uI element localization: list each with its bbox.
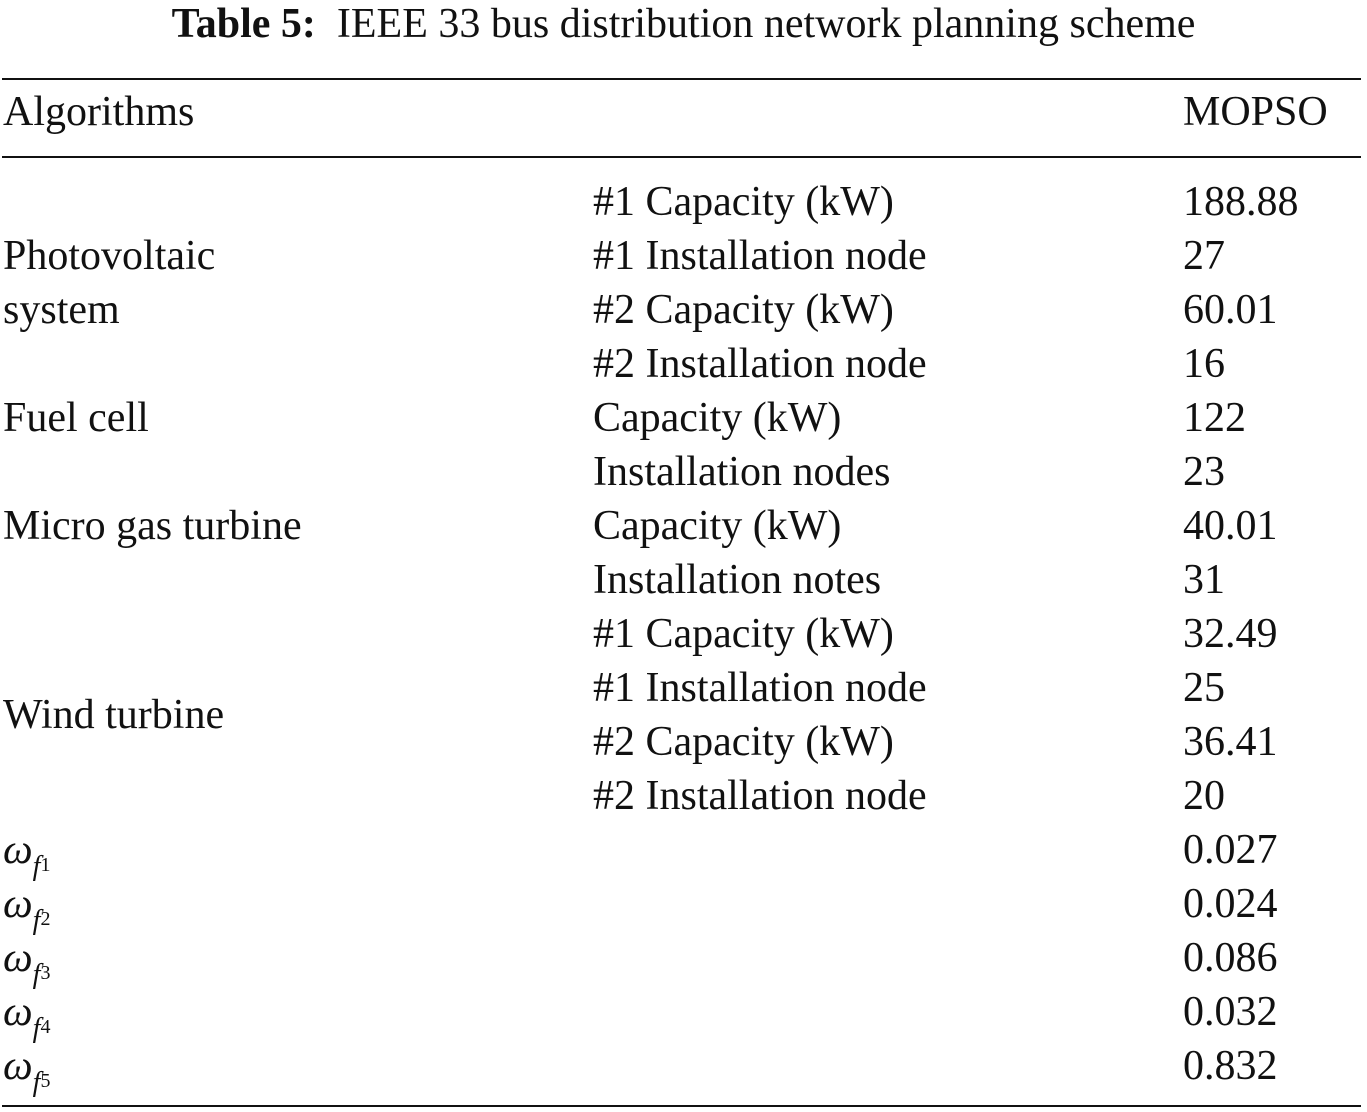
- table-row-item: #1 Capacity (kW): [593, 179, 894, 225]
- table-row-item: #1 Capacity (kW): [593, 611, 894, 657]
- table-row-value: 60.01: [1183, 287, 1278, 333]
- table-row-item: #1 Installation node: [593, 233, 927, 279]
- header-mopso: MOPSO: [1183, 89, 1328, 135]
- group-photovoltaic-line2: system: [3, 287, 120, 333]
- table-row-value: 27: [1183, 233, 1225, 279]
- table-row-value: 23: [1183, 449, 1225, 495]
- weight-symbol: ωf3: [3, 935, 51, 990]
- table-row-value: 40.01: [1183, 503, 1278, 549]
- weight-value: 0.086: [1183, 935, 1278, 981]
- table-caption-label: Table 5:: [171, 1, 316, 47]
- table-row-value: 188.88: [1183, 179, 1299, 225]
- weight-value: 0.024: [1183, 881, 1278, 927]
- table-bottom-rule: [2, 1105, 1361, 1107]
- table-caption: Table 5: IEEE 33 bus distribution networ…: [0, 0, 1367, 48]
- table-row-value: 25: [1183, 665, 1225, 711]
- weight-symbol: ωf1: [3, 827, 51, 882]
- table-row-item: #2 Capacity (kW): [593, 287, 894, 333]
- table-row-item: #1 Installation node: [593, 665, 927, 711]
- table-row-value: 36.41: [1183, 719, 1278, 765]
- table-row-item: #2 Installation node: [593, 341, 927, 387]
- weight-symbol: ωf2: [3, 881, 51, 936]
- group-photovoltaic-line1: Photovoltaic: [3, 233, 216, 279]
- table-header-rule: [2, 156, 1361, 158]
- table-row-value: 16: [1183, 341, 1225, 387]
- table-row-value: 32.49: [1183, 611, 1278, 657]
- group-fuel-cell: Fuel cell: [3, 395, 149, 441]
- group-micro-gas-turbine: Micro gas turbine: [3, 503, 302, 549]
- table-row-value: 31: [1183, 557, 1225, 603]
- header-algorithms: Algorithms: [3, 89, 195, 135]
- weight-value: 0.027: [1183, 827, 1278, 873]
- table-row-item: Capacity (kW): [593, 503, 842, 549]
- table-caption-title: IEEE 33 bus distribution network plannin…: [336, 1, 1196, 47]
- weight-symbol: ωf5: [3, 1043, 51, 1098]
- table-row-item: #2 Capacity (kW): [593, 719, 894, 765]
- table-row-item: Capacity (kW): [593, 395, 842, 441]
- weight-value: 0.032: [1183, 989, 1278, 1035]
- table-top-rule: [2, 78, 1361, 80]
- table-row-value: 20: [1183, 773, 1225, 819]
- weight-symbol: ωf4: [3, 989, 51, 1044]
- weight-value: 0.832: [1183, 1043, 1278, 1089]
- table-row-item: Installation nodes: [593, 449, 891, 495]
- table-row-item: #2 Installation node: [593, 773, 927, 819]
- table-row-item: Installation notes: [593, 557, 882, 603]
- group-wind-turbine: Wind turbine: [3, 692, 225, 738]
- table-row-value: 122: [1183, 395, 1246, 441]
